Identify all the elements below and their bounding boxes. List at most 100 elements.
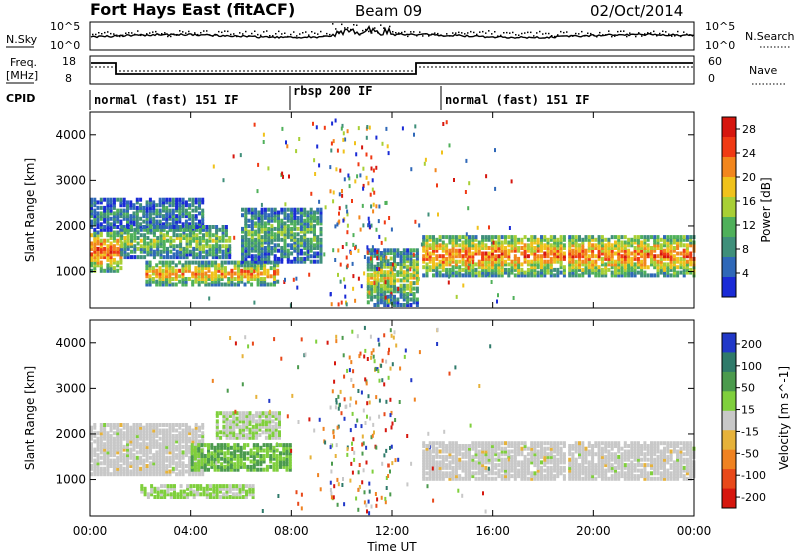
- power-cell: [223, 266, 227, 271]
- power-cell: [520, 270, 524, 275]
- velocity-cell: [198, 439, 201, 444]
- power-cell: [617, 240, 621, 245]
- velocity-cell: [559, 471, 563, 476]
- power-cell: [607, 259, 611, 264]
- velocity-cell: [231, 486, 235, 491]
- power-cell: [653, 240, 657, 245]
- power-cell: [267, 259, 271, 264]
- radar-title: Fort Hays East (fitACF): [90, 0, 295, 19]
- power-cell: [169, 244, 173, 249]
- velocity-cell: [584, 460, 588, 465]
- power-speckle: [371, 178, 374, 183]
- power-cell: [438, 243, 442, 248]
- power-cell: [614, 270, 617, 275]
- power-cell: [152, 216, 156, 221]
- velocity-cell: [168, 458, 172, 463]
- power-cell: [241, 246, 244, 250]
- power-cell: [166, 249, 169, 254]
- power-cell: [504, 254, 507, 259]
- power-speckle: [367, 223, 370, 228]
- power-cell: [130, 241, 133, 246]
- power-cell: [415, 300, 419, 305]
- power-cell: [143, 238, 147, 243]
- power-cell: [165, 216, 169, 221]
- power-cell: [254, 215, 258, 220]
- power-cell: [487, 262, 491, 267]
- power-cell: [270, 210, 274, 215]
- power-cell: [556, 240, 560, 245]
- velocity-cell: [140, 484, 144, 489]
- power-cell: [428, 259, 432, 264]
- power-cell: [412, 292, 416, 296]
- power-cell: [165, 263, 168, 268]
- power-cell: [290, 210, 294, 215]
- power-cell: [112, 214, 116, 219]
- velocity-cell: [200, 448, 204, 453]
- power-cell: [215, 225, 219, 229]
- noise-search-dot: [632, 33, 634, 35]
- power-cell: [93, 222, 97, 227]
- power-cell: [146, 230, 150, 235]
- power-cell: [428, 243, 432, 248]
- power-cell: [165, 225, 169, 229]
- power-cell: [393, 256, 396, 261]
- power-speckle: [253, 269, 256, 274]
- velocity-cell: [536, 457, 540, 462]
- power-cell: [451, 251, 455, 256]
- power-cell: [461, 254, 465, 259]
- power-cell: [139, 222, 143, 227]
- power-cell: [623, 246, 627, 250]
- power-cell: [571, 235, 575, 240]
- power-cell: [396, 300, 400, 305]
- velocity-cell: [559, 441, 563, 446]
- noise-search-dot: [329, 33, 331, 36]
- power-cell: [162, 214, 165, 219]
- velocity-cell: [520, 441, 524, 446]
- power-cell: [149, 246, 153, 251]
- power-cell: [241, 226, 244, 231]
- velocity-cell: [119, 466, 123, 471]
- power-cell: [494, 267, 498, 272]
- power-cell: [181, 203, 185, 208]
- velocity-cell: [96, 444, 100, 449]
- power-cell: [513, 254, 517, 259]
- velocity-cell: [425, 446, 429, 451]
- power-cell: [448, 237, 452, 242]
- velocity-cell: [523, 454, 527, 459]
- power-cell: [432, 262, 435, 267]
- velocity-cell: [454, 454, 458, 459]
- velocity-cell: [454, 452, 458, 457]
- velocity-cell: [225, 495, 229, 499]
- power-cell: [263, 254, 267, 259]
- power-cell: [389, 281, 393, 286]
- velocity-cell: [477, 441, 481, 446]
- colorbar-tick-label: 12: [742, 219, 756, 232]
- power-cell: [574, 270, 578, 275]
- power-cell: [155, 279, 159, 284]
- velocity-cell: [587, 444, 591, 448]
- velocity-cell: [481, 457, 485, 462]
- power-speckle: [448, 143, 451, 148]
- power-cell: [283, 237, 287, 242]
- power-cell: [263, 207, 267, 212]
- velocity-cell: [265, 443, 269, 448]
- power-cell: [263, 271, 267, 276]
- power-cell: [412, 264, 416, 269]
- power-cell: [402, 251, 406, 255]
- velocity-cell: [197, 451, 201, 456]
- power-cell: [507, 254, 511, 259]
- power-speckle: [423, 161, 426, 166]
- velocity-cell: [248, 427, 252, 432]
- velocity-cell: [536, 441, 540, 446]
- power-cell: [487, 256, 491, 261]
- velocity-cell: [422, 457, 426, 462]
- power-cell: [149, 244, 153, 249]
- colorbar-segment: [722, 257, 736, 278]
- power-speckle: [366, 250, 369, 255]
- velocity-cell: [523, 460, 527, 465]
- velocity-cell: [116, 464, 120, 468]
- velocity-cell: [191, 434, 195, 438]
- power-cell: [507, 273, 511, 278]
- power-cell: [432, 237, 435, 242]
- power-cell: [184, 211, 188, 216]
